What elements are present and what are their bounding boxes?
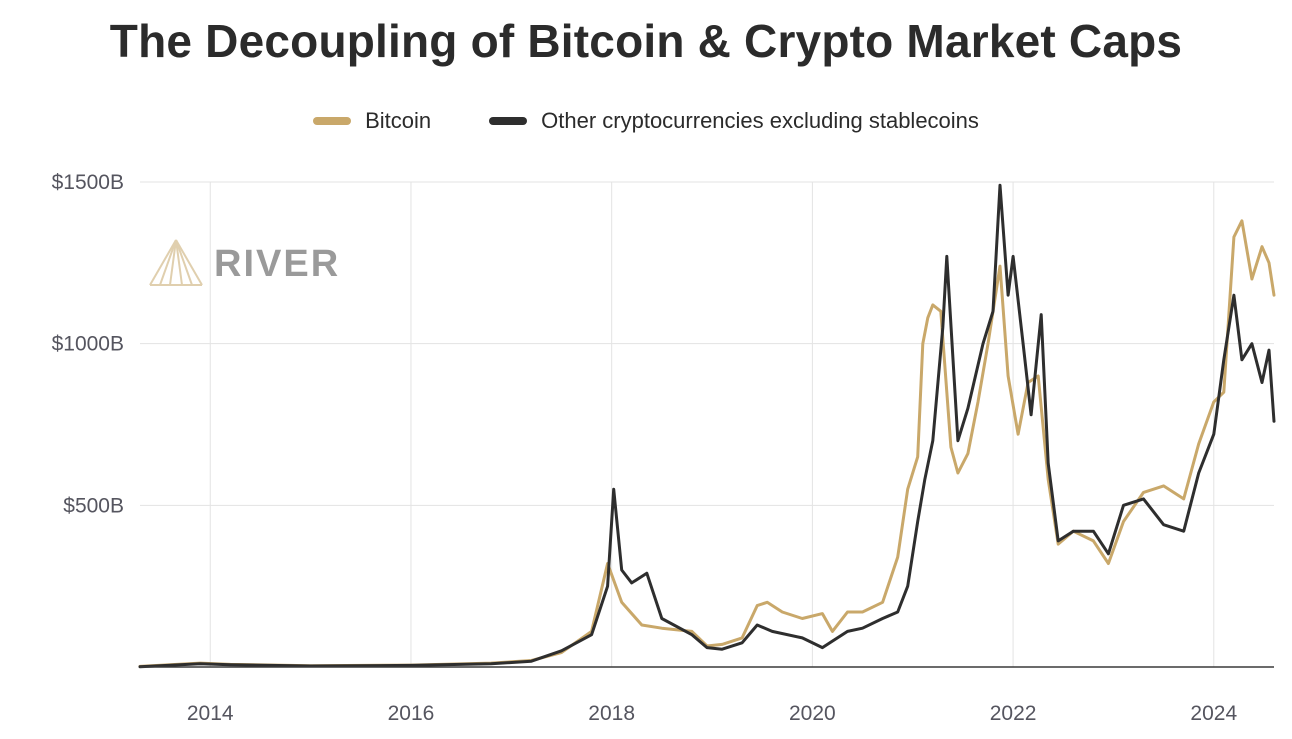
river-logo-watermark: RIVER <box>149 239 340 286</box>
series-line-bitcoin <box>138 219 1276 668</box>
axis-layer: 2014 2016 2018 2020 2022 2024 $500B $1000B $1500… <box>52 171 1274 725</box>
chart-title: The Decoupling of Bitcoin & Crypto Marke… <box>109 15 1183 67</box>
x-tick-label: 2024 <box>1190 702 1237 725</box>
legend-swatch-others <box>489 117 528 125</box>
x-tick-label: 2018 <box>588 702 635 725</box>
series-layer <box>138 183 1276 669</box>
river-logo-text: RIVER <box>214 243 340 285</box>
legend-label-bitcoin: Bitcoin <box>365 108 432 133</box>
x-tick-label: 2022 <box>990 702 1037 725</box>
legend: Bitcoin Other cryptocurrencies excluding… <box>0 108 1292 134</box>
y-tick-label: $1000B <box>52 333 124 356</box>
series-line-others <box>138 183 1276 669</box>
x-tick-label: 2020 <box>789 702 836 725</box>
x-tick-label: 2014 <box>187 702 234 725</box>
legend-item-others[interactable]: Other cryptocurrencies excluding stablec… <box>489 108 979 134</box>
river-logo-icon <box>149 239 203 286</box>
legend-label-others: Other cryptocurrencies excluding stablec… <box>541 108 979 133</box>
y-tick-label: $500B <box>63 494 124 517</box>
x-tick-label: 2016 <box>388 702 435 725</box>
y-tick-label: $1500B <box>52 171 124 194</box>
legend-item-bitcoin[interactable]: Bitcoin <box>313 108 431 134</box>
legend-swatch-bitcoin <box>313 117 352 125</box>
